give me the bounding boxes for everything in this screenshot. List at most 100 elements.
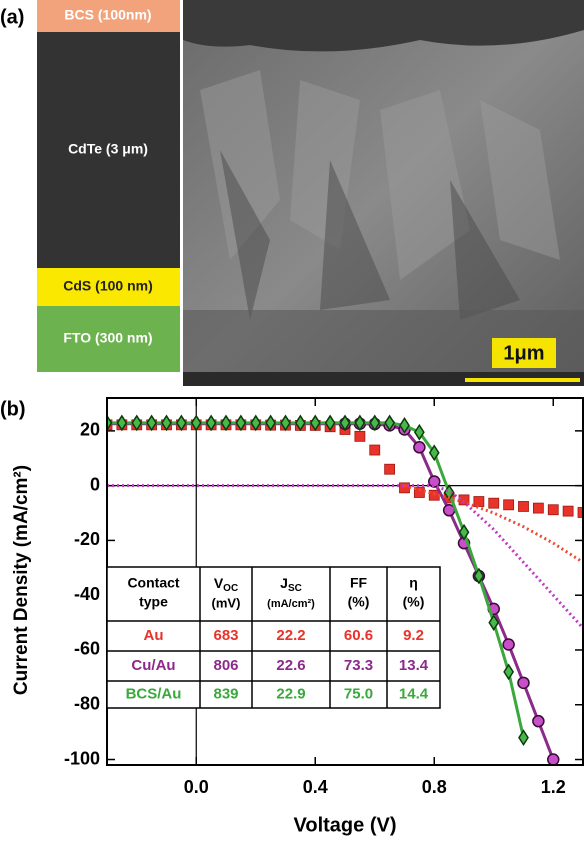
- header-sub: SC: [288, 583, 302, 594]
- x-tick-label: 0.4: [303, 777, 328, 797]
- layer-label: BCS (100nm): [64, 7, 151, 23]
- marker: [354, 430, 366, 442]
- y-tick-label: -80: [74, 693, 100, 713]
- marker: [131, 414, 143, 432]
- marker: [428, 444, 440, 462]
- table-cell: 22.6: [276, 657, 305, 674]
- marker: [369, 444, 381, 456]
- table-cell: Au: [144, 627, 164, 644]
- marker: [294, 414, 306, 432]
- marker: [518, 729, 529, 746]
- marker: [116, 414, 128, 432]
- layer-label: FTO (300 nm): [63, 330, 152, 346]
- marker: [517, 676, 530, 690]
- panel-a: (a) 1μm BCS (100nm) CdTe (3 μm) CdS (100 n…: [0, 0, 584, 386]
- table-cell: 806: [213, 657, 238, 674]
- marker: [547, 753, 560, 765]
- layer-label: CdTe (3 μm): [68, 141, 148, 157]
- table-cell: 73.3: [344, 657, 373, 674]
- sem-grains: [200, 70, 560, 280]
- dark-curve: [404, 484, 583, 564]
- layer: [37, 268, 180, 306]
- marker: [220, 414, 232, 432]
- y-tick-label: -40: [74, 584, 100, 604]
- layer: [37, 0, 180, 32]
- marker: [488, 497, 500, 509]
- marker: [503, 663, 515, 681]
- marker: [190, 414, 202, 432]
- table-header: (%): [403, 594, 425, 610]
- table-cell: 75.0: [344, 685, 373, 702]
- table-header-unit: (mA/cm²): [267, 598, 315, 610]
- table-header: VOC: [214, 575, 238, 594]
- scale-bar: [465, 378, 580, 382]
- x-axis-label: Voltage (V): [294, 814, 397, 836]
- header-main: J: [280, 575, 288, 591]
- table-cell: 13.4: [399, 657, 429, 674]
- header-main: V: [214, 575, 224, 591]
- marker: [413, 441, 426, 454]
- table-header: η: [409, 575, 418, 591]
- marker: [428, 475, 441, 488]
- y-tick-label: -20: [74, 529, 100, 549]
- table-header: FF: [350, 575, 368, 591]
- marker: [280, 414, 291, 432]
- marker: [369, 414, 381, 432]
- sem-substrate: [183, 372, 584, 386]
- plot-area: [107, 414, 583, 765]
- marker: [146, 414, 158, 432]
- marker: [413, 423, 425, 441]
- table-header-unit: (mV): [212, 595, 241, 610]
- y-tick-label: 0: [90, 474, 100, 494]
- marker: [384, 414, 396, 432]
- scale-label: 1μm: [503, 342, 544, 364]
- marker: [473, 567, 485, 585]
- marker: [488, 614, 500, 631]
- marker: [532, 714, 545, 728]
- marker: [205, 414, 217, 432]
- x-tick-label: 1.2: [541, 777, 566, 797]
- x-tick-label: 0.8: [422, 777, 447, 797]
- marker: [577, 507, 583, 518]
- marker: [161, 414, 172, 432]
- table-bg: [106, 566, 441, 709]
- table-header: type: [139, 594, 168, 610]
- marker: [399, 417, 410, 434]
- layer-label: CdS (100 nm): [63, 278, 152, 294]
- table-header: Contact: [127, 575, 179, 591]
- marker: [265, 414, 277, 432]
- y-tick-label: -100: [64, 748, 100, 768]
- table-cell: 22.2: [276, 627, 305, 644]
- marker: [473, 496, 485, 507]
- header-sub: OC: [223, 583, 238, 594]
- layer: [37, 32, 180, 268]
- panel-label: (a): [0, 6, 24, 28]
- dark-curve: [107, 484, 583, 630]
- marker: [250, 414, 262, 432]
- layer: [37, 306, 180, 372]
- table-cell: 9.2: [403, 627, 424, 644]
- marker: [562, 505, 574, 517]
- marker: [324, 414, 336, 432]
- marker: [502, 638, 515, 651]
- scale-label-box: [492, 338, 556, 368]
- marker: [107, 414, 113, 432]
- sem-shadows: [220, 150, 520, 320]
- marker: [309, 414, 321, 432]
- table-cell: Cu/Au: [131, 657, 175, 674]
- panel-label: (b): [0, 398, 26, 420]
- sem-top: [183, 0, 584, 52]
- table-header: JSC: [280, 575, 302, 594]
- marker: [458, 523, 470, 541]
- inset-table: Contact type VOC(mV) JSC (mA/cm²) FF (%) η (%) Au…: [106, 566, 441, 709]
- marker: [235, 414, 247, 432]
- table-header: (%): [348, 594, 370, 610]
- x-tick-label: 0.0: [184, 777, 209, 797]
- marker: [503, 499, 515, 511]
- marker: [518, 501, 529, 512]
- marker: [547, 504, 559, 516]
- table-cell: 683: [213, 627, 238, 644]
- table-cell: 14.4: [399, 685, 429, 702]
- table-cell: 22.9: [276, 685, 305, 702]
